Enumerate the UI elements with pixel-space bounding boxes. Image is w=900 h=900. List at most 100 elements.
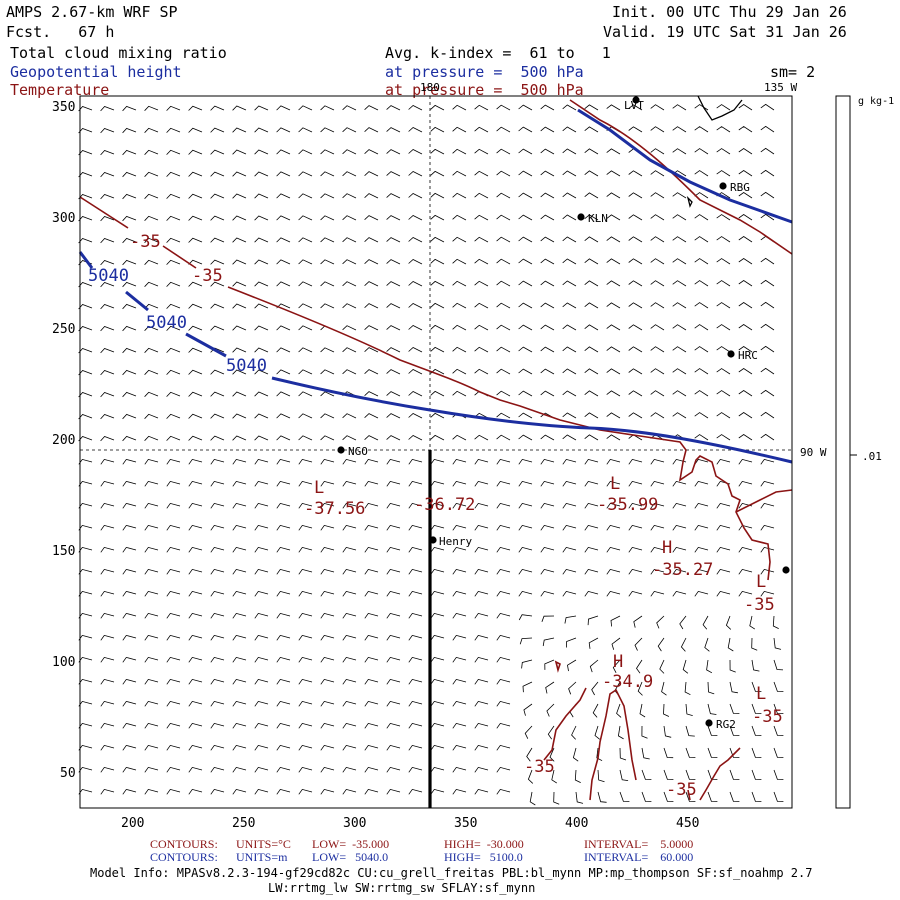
wind-barb [606, 236, 621, 243]
wind-barb [518, 236, 533, 243]
wind-barb [276, 369, 291, 375]
wind-barb [144, 502, 159, 509]
wind-barb [254, 303, 269, 309]
y-tick-250: 250 [52, 322, 76, 337]
wind-barb [408, 149, 423, 155]
wind-barb [760, 367, 775, 375]
wind-barb [78, 172, 93, 178]
wind-barb [606, 412, 621, 419]
wind-barb [474, 258, 489, 265]
wind-barb [694, 368, 709, 375]
wind-barb [529, 791, 536, 806]
wind-barb [738, 480, 753, 487]
wind-barb [188, 391, 203, 397]
wind-barb [364, 325, 379, 331]
wind-barb [188, 105, 203, 111]
extremum-type: L [756, 572, 767, 592]
extremum-value: -37.56 [304, 499, 366, 519]
wind-barb [496, 390, 511, 397]
wind-barb [430, 214, 445, 221]
wind-barb [518, 412, 533, 419]
wind-barb [122, 127, 137, 134]
wind-barb [587, 615, 599, 626]
wind-barb [122, 568, 137, 575]
wind-barb [597, 769, 605, 783]
wind-barb [408, 612, 423, 619]
wind-barb [232, 391, 247, 397]
wind-barb [232, 634, 247, 641]
wind-barb [408, 259, 423, 265]
wind-barb [298, 458, 313, 465]
wind-barb [144, 612, 159, 619]
wind-barb [562, 236, 577, 243]
wind-barb [562, 346, 577, 353]
wind-barb [716, 280, 731, 287]
wind-barb [628, 524, 643, 531]
wind-barb [166, 413, 181, 419]
wind-barb [298, 215, 313, 221]
wind-barb [597, 791, 607, 803]
wind-barb [364, 369, 379, 375]
wind-barb [254, 766, 269, 773]
wind-barb [78, 678, 93, 685]
wind-barb [672, 524, 687, 531]
wind-barb [320, 590, 335, 597]
wind-barb [408, 634, 423, 641]
wind-barb [584, 148, 599, 155]
wind-barb [474, 524, 489, 531]
wind-barb [166, 788, 181, 795]
wind-barb [342, 171, 357, 177]
wind-barb [474, 480, 489, 487]
wind-barb [298, 788, 313, 795]
wind-barb [298, 678, 313, 685]
wind-barb [188, 524, 203, 531]
wind-barb [738, 258, 753, 265]
wind-barb [188, 149, 203, 155]
wind-barb [254, 700, 269, 707]
wind-barb [474, 126, 489, 133]
wind-barb [518, 346, 533, 353]
x-tick-400: 400 [565, 816, 589, 831]
wind-barb [659, 659, 665, 674]
wind-barb [408, 347, 423, 353]
temp-contour-label: -35 [666, 780, 697, 800]
wind-barb [694, 126, 709, 133]
wind-barb [364, 524, 379, 531]
wind-barb [386, 391, 401, 397]
wind-barb [320, 369, 335, 375]
wind-barb [430, 744, 445, 751]
wind-barb [628, 214, 643, 221]
wind-barb [606, 368, 621, 375]
wind-barb [760, 323, 775, 331]
extremum-value: -35.27 [652, 560, 714, 580]
wind-barb [232, 678, 247, 685]
wind-barb [562, 412, 577, 419]
wind-barb [584, 568, 599, 575]
wind-barb [544, 659, 555, 670]
wind-barb [452, 458, 467, 465]
wind-barb [672, 104, 687, 111]
wind-barb [672, 546, 687, 553]
wind-barb [496, 612, 511, 619]
wind-barb [584, 524, 599, 531]
x-tick-250: 250 [232, 816, 256, 831]
wind-barb [430, 722, 445, 729]
wind-barb [540, 324, 555, 331]
wind-barb [584, 390, 599, 397]
wind-barb [641, 791, 652, 802]
wind-barb [562, 590, 577, 597]
wind-barb [78, 348, 93, 354]
wind-barb [716, 324, 731, 331]
wind-barb [342, 413, 357, 419]
wind-barb [474, 612, 489, 619]
wind-barb [166, 678, 181, 685]
wind-barb [166, 369, 181, 375]
wind-barb [254, 413, 269, 419]
wind-barb [591, 681, 599, 696]
wind-barb [672, 390, 687, 397]
wind-barb [773, 791, 784, 802]
wind-barb [541, 615, 555, 622]
station-label-rg2: RG2 [716, 718, 736, 731]
temp-high: HIGH= -30.000 [444, 837, 524, 851]
